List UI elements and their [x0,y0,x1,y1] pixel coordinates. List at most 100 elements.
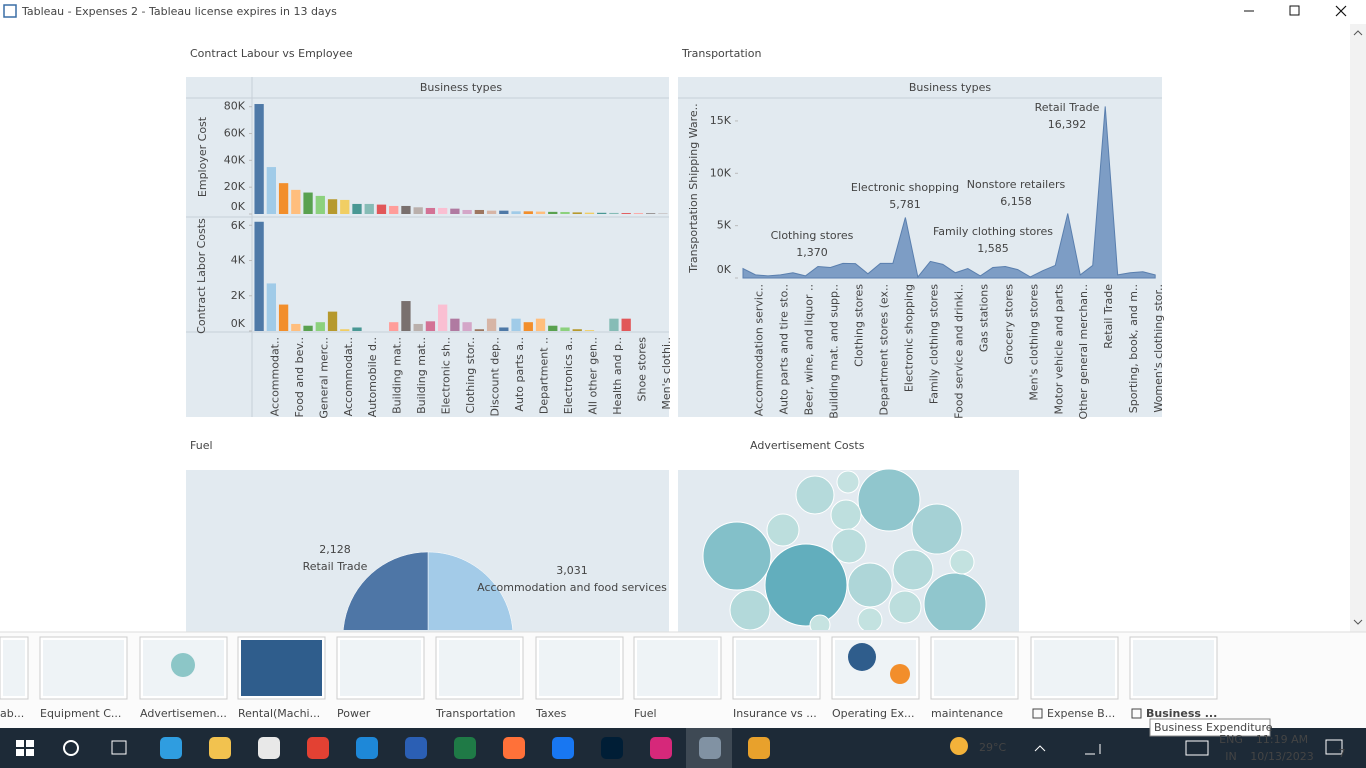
x-tick-label: Men's clothi.. [660,337,673,410]
y-tick-label: 80K [224,100,246,113]
search-button[interactable] [63,740,79,756]
sheet-tab-label[interactable]: Operating Ex... [832,707,914,720]
bar [291,323,301,331]
annotation: Electronic shopping [851,181,959,194]
bar [364,203,374,214]
sheet-tab-label[interactable]: Expense B... [1047,707,1115,720]
bar [548,211,558,214]
taskbar-app[interactable] [601,737,623,759]
scroll-down[interactable] [1353,619,1363,625]
bar [474,209,485,214]
task-view[interactable] [111,740,127,755]
weather-icon [950,737,968,755]
bar [413,323,423,331]
taskbar-app[interactable] [552,737,574,759]
sheet-tab-label[interactable]: ab... [0,707,24,720]
sheet-tab-label[interactable]: Taxes [535,707,567,720]
y-tick-label: 60K [224,127,246,140]
x-tick-label: Food service and drinki.. [952,284,965,419]
sheet-tab-label[interactable]: Business ... [1146,707,1217,720]
clock-time[interactable]: 11:19 AM [1256,733,1308,746]
taskbar-app[interactable] [503,737,525,759]
bar [266,283,277,331]
sheet-tab-label[interactable]: Advertisemen... [140,707,227,720]
scroll-up[interactable] [1353,30,1363,36]
bar [572,329,582,331]
x-tick-label: Beer, wine, and liquor .. [802,284,815,415]
bar [548,325,558,331]
thumbnail-content [171,653,195,677]
bubble [911,503,963,555]
taskbar-app[interactable] [405,737,427,759]
region[interactable]: IN [1225,750,1236,763]
bar [425,321,436,331]
x-tick-label: Building mat. and supp.. [827,284,840,419]
taskbar-app[interactable] [258,737,280,759]
taskbar-items: 29°C ENG IN 11:19 AM 10/13/2023 7 [16,728,1346,768]
bar [511,211,521,214]
scrollbar[interactable] [1350,24,1366,632]
y-tick-label: 20K [224,180,246,193]
x-tick-label: Motor vehicle and parts [1052,284,1065,415]
taskbar-app[interactable] [209,737,231,759]
bar [486,210,497,214]
taskbar-app[interactable] [307,737,329,759]
bar [254,221,264,331]
bar [278,183,289,214]
slice-label: Retail Trade [303,560,368,573]
taskbar-app[interactable] [160,737,182,759]
sheet-tab-label[interactable]: Fuel [634,707,657,720]
y-tick-label: 2K [231,289,246,302]
window-title: Tableau - Expenses 2 - Tableau license e… [21,5,337,18]
language[interactable]: ENG [1219,733,1243,746]
x-tick-label: Men's clothing stores [1027,284,1040,401]
clock-date[interactable]: 10/13/2023 [1250,750,1313,763]
start-button[interactable] [16,740,34,756]
sheet-tab-label[interactable]: Power [337,707,371,720]
bar [327,311,338,331]
bubble [729,589,771,630]
taskbar-app[interactable] [356,737,378,759]
chart-title: Transportation [681,47,761,60]
bar [389,322,399,331]
sheet-tab-label[interactable]: Rental(Machi... [238,707,320,720]
bubble [923,572,987,630]
bubble [892,549,934,591]
notification-icon[interactable] [1325,739,1343,755]
annotation: Nonstore retailers [967,178,1066,191]
bar [352,327,362,331]
taskbar-app[interactable] [748,737,770,759]
taskbar-app[interactable] [650,737,672,759]
bar [266,167,277,214]
data-label: 5,781 [889,198,921,211]
sheet-tab-label[interactable]: maintenance [931,707,1003,720]
bar [352,203,362,214]
tooltip-box [1149,718,1271,737]
bar [340,329,350,331]
x-tick-label: Electronic sh.. [440,337,453,414]
bubble [888,590,922,624]
bar [474,329,485,331]
taskbar-app[interactable] [699,737,721,759]
x-tick-label: Clothing stor.. [464,337,477,414]
sheet-tab-label[interactable]: Equipment C... [40,707,121,720]
x-tick-label: Accommodat.. [342,337,355,416]
sheet-tab-label[interactable]: Transportation [435,707,515,720]
close-button[interactable] [1335,5,1347,17]
data-label: 2,128 [319,543,351,556]
x-tick-label: Building mat.. [415,337,428,414]
bar [621,213,631,214]
taskbar-app[interactable] [454,737,476,759]
sheet-tab-label[interactable]: Insurance vs ... [733,707,817,720]
bar [450,208,460,214]
bar [437,207,448,214]
y-tick-label: 40K [224,153,246,166]
thumbnail-content [439,640,520,696]
x-tick-label: Accommodation servic.. [752,284,765,416]
restore-button[interactable] [1289,5,1300,16]
bar [450,318,460,331]
bar [303,325,313,331]
tray-icons[interactable] [1034,740,1209,756]
bar [315,322,325,331]
